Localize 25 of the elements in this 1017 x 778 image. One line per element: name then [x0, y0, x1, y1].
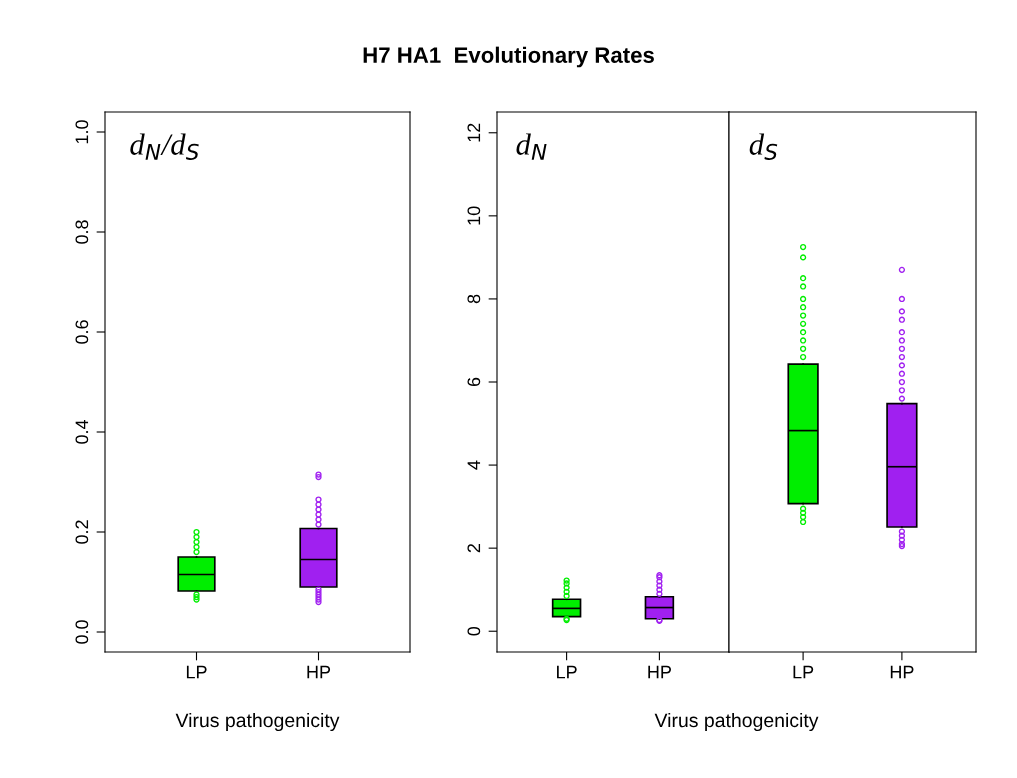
y-tick-label: 0.6 — [75, 320, 89, 344]
y-tick-label: 0.2 — [75, 520, 89, 544]
y-tick-label: 8 — [467, 294, 481, 304]
annotation: d$_{N}$/d$_{S}$ — [130, 133, 199, 160]
x-axis-title: Virus pathogenicity — [654, 712, 819, 732]
y-tick-label: 2 — [467, 544, 481, 553]
x-tick-label: LP — [186, 665, 207, 679]
annotation: d$_{S}$ — [749, 133, 778, 160]
x-tick-label: HP — [307, 665, 331, 679]
y-tick-label: 1.0 — [75, 120, 89, 144]
x-axis-title: Virus pathogenicity — [175, 712, 340, 732]
x-tick-label: HP — [890, 665, 914, 679]
annotation: d$_{N}$ — [516, 133, 547, 160]
y-tick-label: 4 — [467, 460, 481, 470]
x-tick-label: LP — [793, 665, 814, 679]
y-tick-label: 6 — [467, 377, 481, 387]
y-tick-label: 12 — [467, 123, 481, 142]
y-tick-label: 10 — [467, 206, 481, 225]
y-tick-label: 0.8 — [75, 220, 89, 244]
y-tick-label: 0.4 — [75, 419, 89, 444]
chart-title: H7 HA1 Evolutionary Rates — [363, 46, 654, 68]
y-tick-label: 0.0 — [75, 620, 89, 644]
x-tick-label: HP — [648, 665, 671, 679]
y-tick-label: 0 — [467, 626, 481, 636]
x-tick-label: LP — [557, 665, 577, 679]
